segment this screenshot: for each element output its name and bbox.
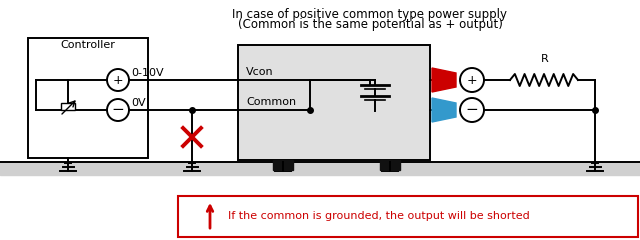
Text: 0V: 0V <box>131 98 146 108</box>
Text: If the common is grounded, the output will be shorted: If the common is grounded, the output wi… <box>228 211 530 221</box>
Circle shape <box>460 68 484 92</box>
Circle shape <box>107 69 129 91</box>
Circle shape <box>107 99 129 121</box>
Text: Vcon: Vcon <box>246 67 274 77</box>
Text: (Common is the same potential as + output): (Common is the same potential as + outpu… <box>237 18 502 31</box>
Text: +: + <box>113 73 124 86</box>
Text: 0-10V: 0-10V <box>131 68 164 78</box>
Circle shape <box>460 98 484 122</box>
Bar <box>61 103 75 110</box>
Polygon shape <box>432 98 456 122</box>
Bar <box>380 160 400 170</box>
Text: Common: Common <box>246 97 296 107</box>
Text: R: R <box>541 54 549 64</box>
Polygon shape <box>432 68 456 92</box>
Bar <box>0 162 640 175</box>
Text: +: + <box>467 73 477 86</box>
Text: −: − <box>466 102 478 118</box>
Bar <box>178 196 638 237</box>
Text: −: − <box>111 102 124 118</box>
Text: Controller: Controller <box>61 40 115 50</box>
Bar <box>273 160 293 170</box>
Text: In case of positive common type power supply: In case of positive common type power su… <box>232 8 508 21</box>
Bar <box>238 45 430 160</box>
Bar <box>28 38 148 158</box>
